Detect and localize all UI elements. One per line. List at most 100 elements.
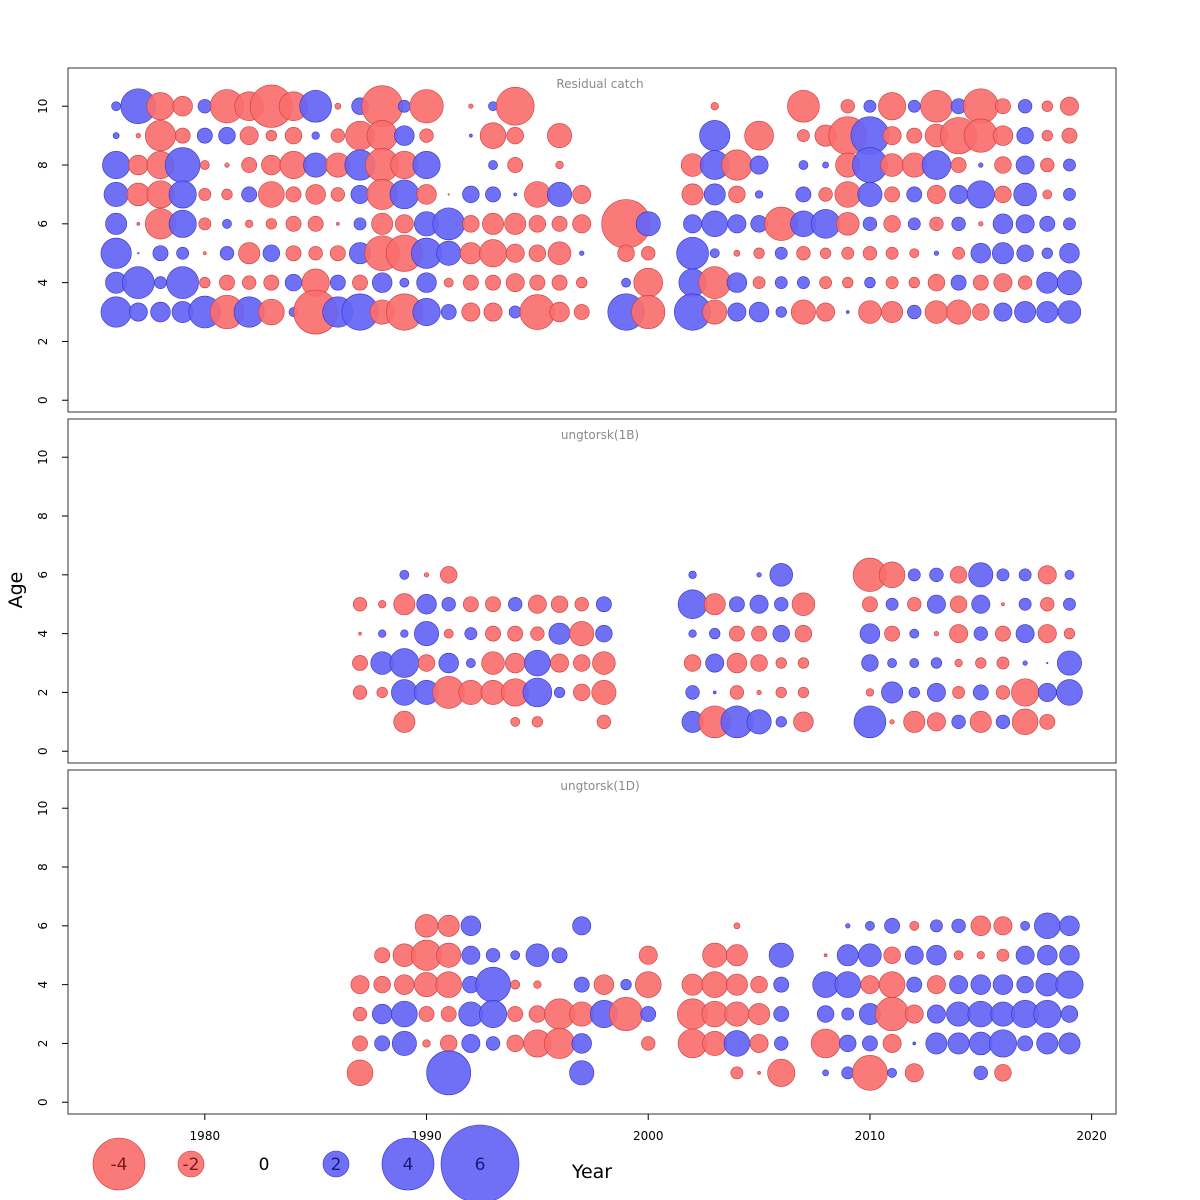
bubble xyxy=(823,953,828,958)
bubble xyxy=(378,629,387,638)
bubble xyxy=(951,714,966,729)
legend-item: -4 xyxy=(92,1137,146,1191)
bubble xyxy=(971,594,991,614)
bubble xyxy=(909,628,920,639)
bubble xyxy=(883,215,901,233)
bubble xyxy=(859,623,881,644)
bubble xyxy=(436,240,462,266)
bubble xyxy=(728,185,746,204)
bubble xyxy=(329,245,346,262)
bubble xyxy=(1037,945,1058,966)
bubble xyxy=(432,207,465,241)
bubble xyxy=(904,1004,924,1024)
bubble xyxy=(725,973,748,996)
bubble xyxy=(683,654,702,672)
bubble xyxy=(1056,679,1083,706)
bubble xyxy=(136,222,141,226)
bubble xyxy=(555,160,564,170)
bubble xyxy=(907,568,921,582)
bubble xyxy=(507,625,524,642)
bubble xyxy=(595,624,613,643)
y-tick-label: 10 xyxy=(36,99,50,114)
bubble xyxy=(845,310,850,314)
bubble xyxy=(285,215,302,232)
bubble xyxy=(927,1004,946,1024)
bubble xyxy=(996,568,1010,582)
bubble xyxy=(1061,127,1078,144)
bubble xyxy=(688,629,697,638)
x-tick-label: 1980 xyxy=(190,1129,221,1143)
x-tick-label: 1990 xyxy=(411,1129,442,1143)
y-tick-label: 10 xyxy=(36,801,50,816)
x-tick-label: 2020 xyxy=(1076,1129,1107,1143)
bubble xyxy=(506,1034,524,1053)
bubble xyxy=(903,710,926,733)
bubble xyxy=(882,126,902,146)
bubble xyxy=(164,147,201,183)
bubble xyxy=(513,192,518,197)
bubble xyxy=(751,625,767,642)
bubble xyxy=(549,301,570,323)
bubble xyxy=(993,273,1013,293)
bubble xyxy=(533,980,542,989)
bubble xyxy=(1063,188,1076,201)
bubble xyxy=(681,973,704,996)
bubble xyxy=(352,655,368,671)
bubble xyxy=(507,1006,524,1022)
bubble xyxy=(775,716,787,728)
bubble xyxy=(1063,628,1076,640)
bubble xyxy=(218,126,236,145)
bubble xyxy=(927,712,946,732)
bubble xyxy=(199,160,210,170)
bubble xyxy=(996,948,1010,962)
bubble xyxy=(970,915,991,937)
legend-bubble xyxy=(440,1124,520,1200)
bubble xyxy=(508,597,523,612)
bubble xyxy=(154,276,167,290)
bubble xyxy=(709,628,721,640)
y-tick-label: 0 xyxy=(36,1098,50,1106)
panel-frame xyxy=(67,769,1117,1115)
bubble xyxy=(579,250,585,256)
bubble xyxy=(485,625,501,642)
legend-bubble xyxy=(92,1137,146,1191)
bubble xyxy=(510,979,521,990)
bubble xyxy=(150,301,171,323)
bubble xyxy=(1001,602,1005,607)
bubble xyxy=(1046,661,1049,665)
bubble xyxy=(995,98,1011,115)
bubble xyxy=(352,274,368,291)
legend: -4 -2 0 2 4 6 xyxy=(92,1124,520,1200)
bubble xyxy=(756,689,762,696)
bubble xyxy=(112,132,120,139)
bubble xyxy=(1017,275,1033,290)
x-axis-title: Year xyxy=(571,1161,612,1183)
bubble xyxy=(458,679,484,705)
bubble xyxy=(307,215,324,232)
bubble xyxy=(481,651,505,675)
bubble xyxy=(698,266,731,299)
bubble xyxy=(330,128,345,143)
bubble xyxy=(350,185,370,204)
bubble xyxy=(878,92,907,121)
bubble xyxy=(836,212,860,236)
bubble xyxy=(573,654,591,672)
bubble xyxy=(553,686,566,699)
bubble xyxy=(787,89,820,123)
bubble xyxy=(635,211,661,237)
bubble xyxy=(1037,683,1057,702)
bubble xyxy=(609,997,644,1032)
bubble xyxy=(909,248,920,259)
bubble xyxy=(860,975,880,995)
legend-label: 0 xyxy=(259,1155,270,1175)
bubble xyxy=(904,1063,924,1083)
bubble xyxy=(733,249,741,257)
bubble xyxy=(951,918,966,933)
bubble xyxy=(1016,975,1034,994)
bubble xyxy=(775,306,787,318)
bubble xyxy=(773,1006,790,1022)
bubble xyxy=(842,277,854,289)
bubble xyxy=(475,966,511,1003)
bubble xyxy=(994,1064,1012,1082)
bubble xyxy=(358,631,362,636)
